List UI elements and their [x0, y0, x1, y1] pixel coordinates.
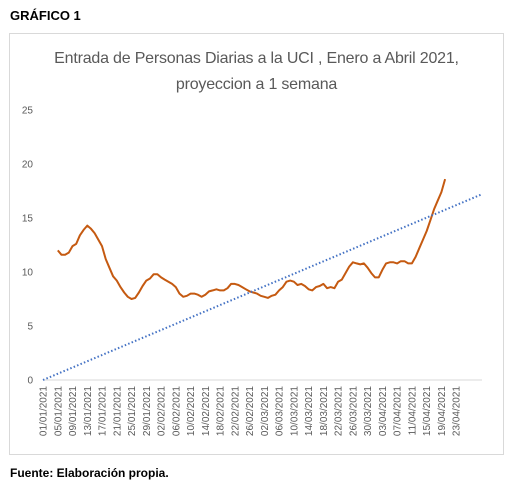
chart-title-line1: Entrada de Personas Diarias a la UCI , E… [54, 50, 459, 67]
x-tick-label: 25/01/2021 [127, 386, 138, 436]
x-tick-label: 05/01/2021 [53, 386, 64, 436]
x-tick-label: 14/03/2021 [304, 386, 315, 436]
x-tick-label: 10/02/2021 [186, 386, 197, 436]
y-tick-label: 0 [27, 376, 33, 387]
x-tick-label: 19/04/2021 [437, 386, 448, 436]
x-tick-label: 26/03/2021 [348, 386, 359, 436]
x-tick-label: 23/04/2021 [452, 386, 463, 436]
x-tick-label: 29/01/2021 [142, 386, 153, 436]
y-tick-label: 15 [22, 214, 34, 225]
x-tick-label: 06/03/2021 [275, 386, 286, 436]
x-tick-label: 03/04/2021 [378, 386, 389, 436]
y-tick-label: 20 [22, 160, 34, 171]
y-tick-label: 10 [22, 268, 34, 279]
y-tick-label: 5 [27, 322, 33, 333]
x-tick-label: 17/01/2021 [98, 386, 109, 436]
x-tick-label: 22/02/2021 [230, 386, 241, 436]
x-tick-label: 01/01/2021 [39, 386, 50, 436]
x-tick-label: 13/01/2021 [83, 386, 94, 436]
x-tick-label: 09/01/2021 [68, 386, 79, 436]
x-tick-label: 06/02/2021 [171, 386, 182, 436]
x-tick-label: 22/03/2021 [334, 386, 345, 436]
x-tick-label: 02/03/2021 [260, 386, 271, 436]
y-tick-label: 25 [22, 106, 34, 117]
x-tick-label: 07/04/2021 [393, 386, 404, 436]
x-tick-label: 26/02/2021 [245, 386, 256, 436]
x-tick-label: 11/04/2021 [407, 386, 418, 436]
x-tick-label: 30/03/2021 [363, 386, 374, 436]
x-tick-label: 10/03/2021 [289, 386, 300, 436]
chart-title-line2: proyeccion a 1 semana [175, 76, 338, 93]
daily-uci-entries-series [57, 178, 447, 300]
source-note: Fuente: Elaboración propia. [10, 466, 169, 480]
x-tick-label: 18/03/2021 [319, 386, 330, 436]
x-tick-label: 14/02/2021 [201, 386, 212, 436]
figure-label: GRÁFICO 1 [10, 8, 81, 23]
x-tick-label: 02/02/2021 [157, 386, 168, 436]
x-tick-label: 15/04/2021 [422, 386, 433, 436]
trendline-series [42, 193, 483, 381]
x-tick-label: 18/02/2021 [216, 386, 227, 436]
x-tick-label: 21/01/2021 [112, 386, 123, 436]
